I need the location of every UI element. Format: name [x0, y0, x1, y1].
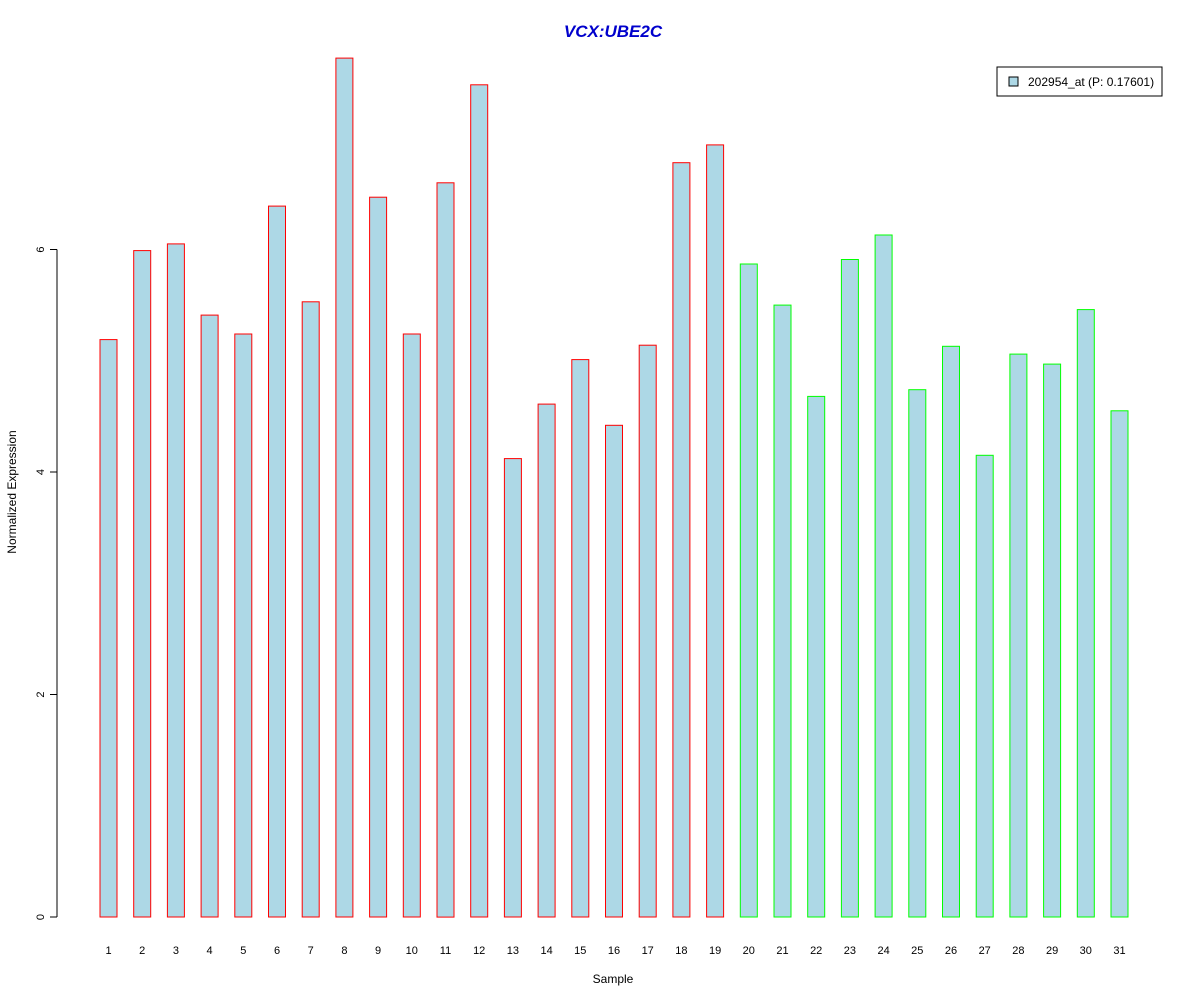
- x-tick-label: 21: [776, 945, 788, 957]
- legend: 202954_at (P: 0.17601): [996, 66, 1163, 97]
- x-tick-label: 18: [675, 945, 687, 957]
- x-tick-label: 19: [709, 945, 721, 957]
- x-tick-label: 12: [473, 945, 485, 957]
- bar-sample-20: [739, 263, 758, 918]
- bar-sample-22: [807, 395, 826, 918]
- bar-sample-10: [402, 333, 421, 918]
- x-tick-label: 13: [507, 945, 519, 957]
- bar-sample-25: [908, 389, 927, 918]
- x-tick-label: 17: [642, 945, 654, 957]
- bar-sample-19: [706, 144, 725, 918]
- bar-sample-1: [99, 339, 118, 918]
- bar-sample-16: [605, 424, 623, 918]
- bar-sample-12: [470, 84, 489, 918]
- x-tick-label: 3: [173, 945, 179, 957]
- bar-sample-18: [672, 162, 691, 918]
- bar-sample-2: [133, 250, 152, 918]
- bar-sample-23: [840, 259, 859, 918]
- x-tick-label: 25: [911, 945, 923, 957]
- bar-sample-4: [200, 314, 219, 918]
- legend-label: 202954_at (P: 0.17601): [1028, 75, 1154, 89]
- chart-title: VCX:UBE2C: [564, 22, 663, 41]
- x-tick-label: 2: [139, 945, 145, 957]
- x-tick-label: 31: [1113, 945, 1125, 957]
- y-tick-label: 0: [35, 914, 47, 920]
- y-tick-label: 4: [35, 469, 47, 475]
- x-tick-label: 11: [440, 945, 451, 957]
- y-axis: 0 2 4 6: [35, 246, 58, 920]
- bar-sample-9: [369, 196, 388, 918]
- x-tick-label: 14: [540, 945, 552, 957]
- bar-sample-11: [436, 182, 455, 918]
- bar-sample-31: [1110, 410, 1129, 918]
- x-axis-title: Sample: [593, 972, 634, 986]
- bar-sample-7: [301, 301, 320, 918]
- x-tick-label: 28: [1012, 945, 1024, 957]
- bar-sample-30: [1076, 309, 1095, 918]
- x-tick-label: 1: [105, 945, 111, 957]
- x-tick-label: 22: [810, 945, 822, 957]
- bar-sample-14: [537, 403, 556, 918]
- x-tick-label: 8: [341, 945, 347, 957]
- x-tick-label: 4: [207, 945, 213, 957]
- bar-sample-6: [268, 205, 286, 918]
- x-tick-label: 5: [240, 945, 246, 957]
- x-tick-label: 27: [979, 945, 991, 957]
- x-tick-label: 30: [1080, 945, 1092, 957]
- bar-sample-15: [571, 359, 590, 918]
- bars-group: [99, 57, 1129, 918]
- x-tick-label: 10: [406, 945, 418, 957]
- x-tick-label: 24: [877, 945, 889, 957]
- x-tick-label: 23: [844, 945, 856, 957]
- bar-sample-21: [773, 304, 792, 918]
- legend-swatch: [1008, 76, 1019, 87]
- bar-sample-27: [975, 454, 994, 918]
- y-tick-label: 2: [35, 691, 47, 697]
- bar-sample-17: [638, 344, 657, 918]
- x-tick-label: 26: [945, 945, 957, 957]
- x-tick-label: 15: [574, 945, 586, 957]
- x-tick-label: 7: [308, 945, 314, 957]
- bar-sample-8: [335, 57, 354, 918]
- bar-sample-28: [1009, 353, 1028, 918]
- x-tick-labels: 1 2 3 4 5 6 7 8 9 10 11 12 13 14 15 16 17 18 19 20 21 22 23 24 2…: [105, 945, 1125, 957]
- bar-sample-29: [1043, 363, 1062, 918]
- x-tick-label: 20: [743, 945, 755, 957]
- bar-sample-3: [166, 243, 185, 918]
- bar-sample-24: [874, 234, 893, 918]
- x-tick-label: 29: [1046, 945, 1058, 957]
- x-tick-label: 16: [608, 945, 620, 957]
- x-tick-label: 6: [274, 945, 280, 957]
- y-tick-label: 6: [35, 246, 47, 252]
- legend-box: [996, 66, 1163, 97]
- y-axis-title: Normalized Expression: [5, 430, 19, 553]
- bar-sample-5: [234, 333, 253, 918]
- x-tick-label: 9: [375, 945, 381, 957]
- bar-sample-13: [503, 458, 522, 918]
- bar-sample-26: [942, 345, 960, 918]
